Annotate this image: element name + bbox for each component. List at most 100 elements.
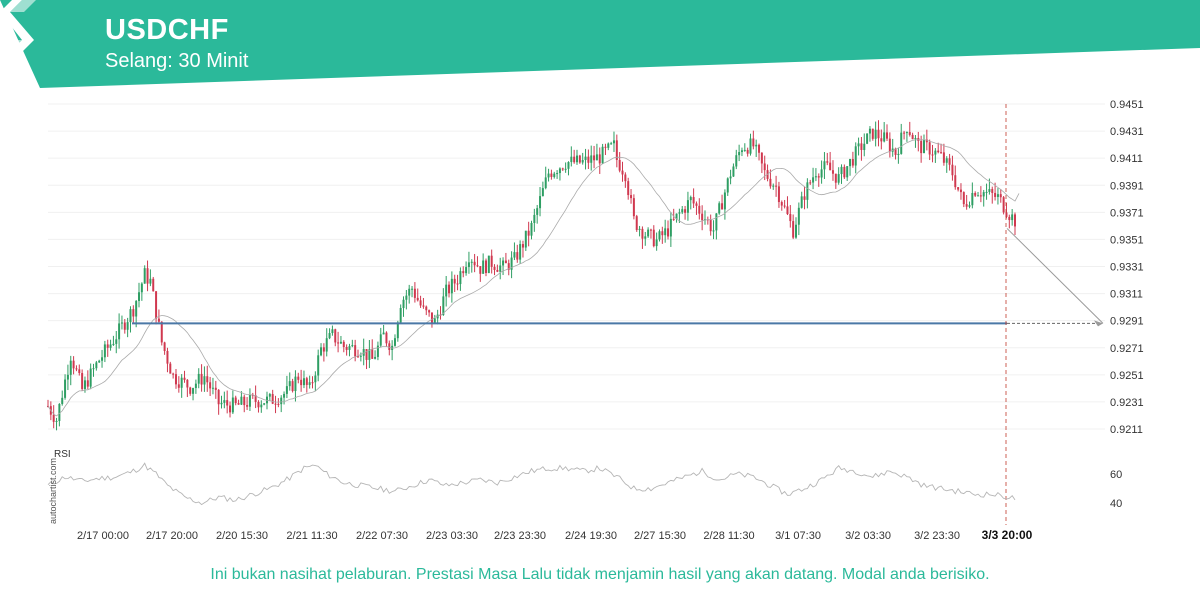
candle-body [288,381,291,387]
candle-body [280,397,283,405]
candle-body [226,400,229,406]
candle-body [814,176,817,178]
candle-body [405,295,408,300]
candle-body [123,322,126,330]
candle-body [211,387,214,389]
x-tick-label: 2/22 07:30 [356,530,408,542]
candle-body [359,355,362,357]
header-banner: USDCHF Selang: 30 Minit [0,0,1200,90]
candle-body [320,347,323,356]
candle-body [977,195,980,197]
candle-body [649,229,652,231]
candle-body [496,269,499,272]
candle-body [632,198,635,217]
candle-body [433,318,436,323]
candle-body [411,288,414,290]
candle-body [351,345,354,347]
candle-body [368,349,371,360]
y-tick-label: 0.9351 [1110,234,1144,246]
x-tick-label: 3/3 20:00 [982,528,1033,542]
candle-body [92,368,95,370]
candle-body [263,403,266,405]
candle-body [863,143,866,151]
candle-body [470,261,473,263]
candle-body [527,230,530,236]
candle-body [820,169,823,178]
candle-body [399,308,402,323]
candle-body [920,140,923,154]
candle-body [701,213,704,221]
candle-body [880,138,883,142]
candle-body [493,266,496,270]
candle-body [758,144,761,153]
moving-average-line [47,139,1020,417]
candle-body [922,139,925,154]
candle-body [507,263,510,270]
candle-body [183,377,186,380]
candle-body [220,402,223,405]
candle-body [874,129,877,139]
rsi-line [47,462,1016,506]
candle-body [985,191,988,193]
candle-body [297,376,300,380]
candle-body [317,355,320,376]
candle-body [180,377,183,388]
candle-body [254,395,257,402]
candle-body [402,299,405,309]
candle-body [379,334,382,346]
candle-body [277,403,280,405]
candle-body [669,218,672,237]
candle-body [954,175,957,188]
candle-body [630,195,633,199]
candle-body [186,379,189,388]
candle-body [1014,214,1016,227]
candle-body [328,333,331,339]
interval-subtitle: Selang: 30 Minit [105,50,249,72]
candle-body [78,369,81,374]
candle-body [106,344,109,348]
candle-body [644,236,647,239]
candle-body [126,322,129,330]
candle-body [698,205,701,214]
candle-body [422,305,425,307]
candle-body [678,212,681,214]
candle-body [81,373,84,389]
candle-body [120,322,123,324]
candle-body [479,266,482,274]
candle-body [55,420,58,422]
rsi-tick-label: 60 [1110,469,1122,481]
candle-body [416,297,419,301]
candle-body [382,332,385,335]
candle-body [149,278,152,284]
candle-body [75,368,78,370]
watermark-text: autochartist.com [48,458,58,524]
candle-body [98,360,101,363]
candle-body [69,360,72,375]
candle-body [951,164,954,176]
candle-body [72,360,75,369]
candle-body [871,128,874,139]
candle-body [1008,216,1011,221]
candle-body [803,196,806,200]
candle-body [533,214,536,223]
candle-body [851,159,854,166]
candle-body [334,329,337,343]
candle-body [868,128,871,134]
candle-body [530,222,533,236]
candle-body [837,174,840,183]
candle-body [237,403,240,405]
candle-body [271,394,274,404]
candle-body [667,228,670,237]
candle-body [229,405,232,413]
candle-body [536,208,539,215]
candle-body [146,268,149,284]
forecast-arrow-head [1094,320,1103,327]
candle-body [257,401,260,408]
candle-body [459,271,462,285]
candle-body [883,132,886,142]
candle-body [331,329,334,334]
candle-body [484,260,487,273]
candle-body [888,138,891,152]
candle-body [996,194,999,197]
instrument-title: USDCHF [105,14,229,46]
